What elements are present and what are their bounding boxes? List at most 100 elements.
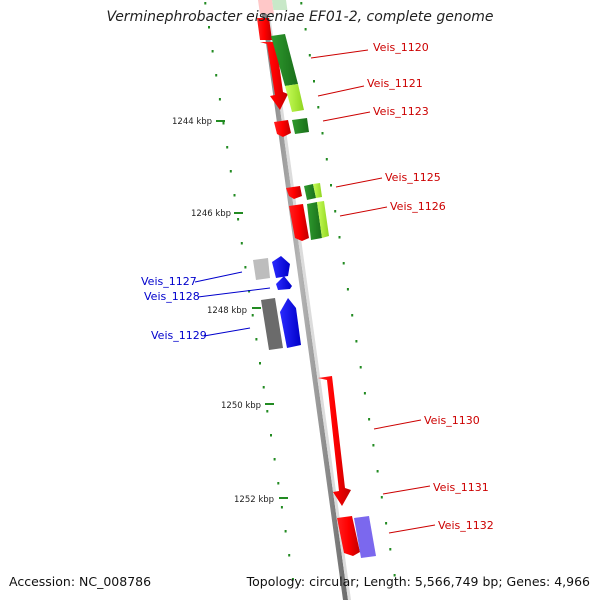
reverse-strand-genes (253, 256, 376, 558)
gene-arrow (260, 42, 288, 110)
trace-dot (376, 470, 379, 473)
gene-arrow (280, 298, 301, 348)
genome-backbone (260, 0, 348, 600)
trace-dot (240, 242, 243, 245)
leader-line (382, 485, 431, 495)
gene-label-veis-1128[interactable]: Veis_1128 (144, 290, 200, 303)
gene-label-veis-1127[interactable]: Veis_1127 (141, 275, 197, 288)
rna-feature (271, 34, 298, 86)
gene-label-veis-1132[interactable]: Veis_1132 (438, 519, 494, 532)
trace-dot (308, 54, 311, 57)
gene-label-veis-1131[interactable]: Veis_1131 (433, 481, 489, 494)
leader-line (203, 327, 251, 337)
forward-strand-genes (257, 18, 360, 556)
trace-dot (218, 98, 221, 101)
trace-dot (300, 2, 303, 5)
trace-dot (330, 184, 332, 187)
leader-line (317, 85, 365, 97)
gray-feature (261, 298, 283, 350)
gene-arrow (286, 186, 302, 199)
trace-dot (244, 266, 247, 269)
map-title: Verminephrobacter eiseniae EF01-2, compl… (106, 9, 494, 25)
trace-dot (359, 366, 362, 369)
trace-dot (262, 386, 265, 389)
leader-line (194, 271, 243, 283)
trace-dot (351, 314, 354, 317)
faded-feature (272, 0, 288, 10)
trace-dot (393, 574, 396, 577)
trace-dot (280, 506, 283, 509)
trace-dot (338, 236, 341, 239)
gc-content-trace-right (300, 2, 396, 577)
leader-line (388, 524, 436, 534)
gene-arrow (272, 256, 290, 278)
genome-summary-text: Topology: circular; Length: 5,566,749 bp… (246, 574, 590, 589)
gene-label-veis-1130[interactable]: Veis_1130 (424, 414, 480, 427)
rna-feature (292, 118, 309, 134)
rna-feature (304, 184, 316, 200)
accession-text: Accession: NC_008786 (9, 574, 152, 589)
trace-dot (284, 530, 287, 533)
gene-arrow (318, 376, 351, 506)
gene-label-veis-1126[interactable]: Veis_1126 (390, 200, 446, 213)
trace-dot (273, 458, 276, 461)
trace-dot (291, 578, 294, 581)
trace-dot (389, 548, 392, 551)
leader-line (310, 49, 369, 59)
ruler-label-1246: 1246 kbp (191, 209, 231, 219)
gene-arrow (337, 516, 360, 556)
trace-dot (248, 290, 251, 293)
trace-dot (363, 392, 366, 395)
trace-dot (270, 434, 272, 437)
trace-dot (304, 28, 307, 31)
trace-dot (211, 50, 214, 53)
gene-arrow (274, 120, 291, 137)
trace-dot (288, 554, 291, 557)
trace-dot (342, 262, 345, 265)
gc-content-trace-left (204, 2, 294, 581)
ruler-label-1250: 1250 kbp (221, 401, 261, 411)
rna-features (271, 34, 329, 240)
ruler-label-1252: 1252 kbp (234, 495, 274, 505)
trace-dot (226, 146, 229, 149)
gene-label-veis-1129[interactable]: Veis_1129 (151, 329, 207, 342)
trace-dot (237, 218, 240, 221)
gene-label-veis-1123[interactable]: Veis_1123 (373, 105, 429, 118)
trace-dot (222, 122, 225, 125)
gene-labels: Veis_1120 Veis_1121 Veis_1123 Veis_1125 … (141, 41, 494, 534)
ruler-label-1248: 1248 kbp (207, 306, 247, 316)
trace-dot (372, 444, 375, 447)
trace-dot (204, 2, 207, 5)
gene-arrow (289, 204, 309, 241)
trace-dot (334, 210, 337, 213)
faded-feature (258, 0, 274, 14)
rna-feature (307, 202, 322, 240)
trace-dot (277, 482, 280, 485)
gray-feature (253, 258, 270, 280)
trace-dot (380, 496, 383, 499)
gene-label-veis-1125[interactable]: Veis_1125 (385, 171, 441, 184)
trace-dot (215, 74, 218, 77)
rna-feature (285, 84, 304, 112)
purple-feature (354, 516, 376, 558)
gene-label-veis-1121[interactable]: Veis_1121 (367, 77, 423, 90)
leader-line (197, 287, 271, 298)
trace-dot (313, 80, 315, 83)
ruler-label-1244: 1244 kbp (172, 117, 212, 127)
trace-dot (317, 106, 320, 109)
trace-dot (229, 170, 232, 173)
trace-dot (325, 158, 328, 161)
rna-feature (317, 201, 329, 238)
rna-feature (313, 183, 322, 198)
trace-dot (355, 340, 358, 343)
leader-line (373, 419, 422, 430)
gene-label-veis-1120[interactable]: Veis_1120 (373, 41, 429, 54)
trace-dot (208, 26, 210, 29)
trace-dot (266, 410, 269, 413)
leader-line (339, 206, 388, 217)
trace-dot (255, 338, 258, 341)
trace-dot (346, 288, 349, 291)
trace-dot (385, 522, 388, 525)
gene-arrow (257, 18, 272, 40)
